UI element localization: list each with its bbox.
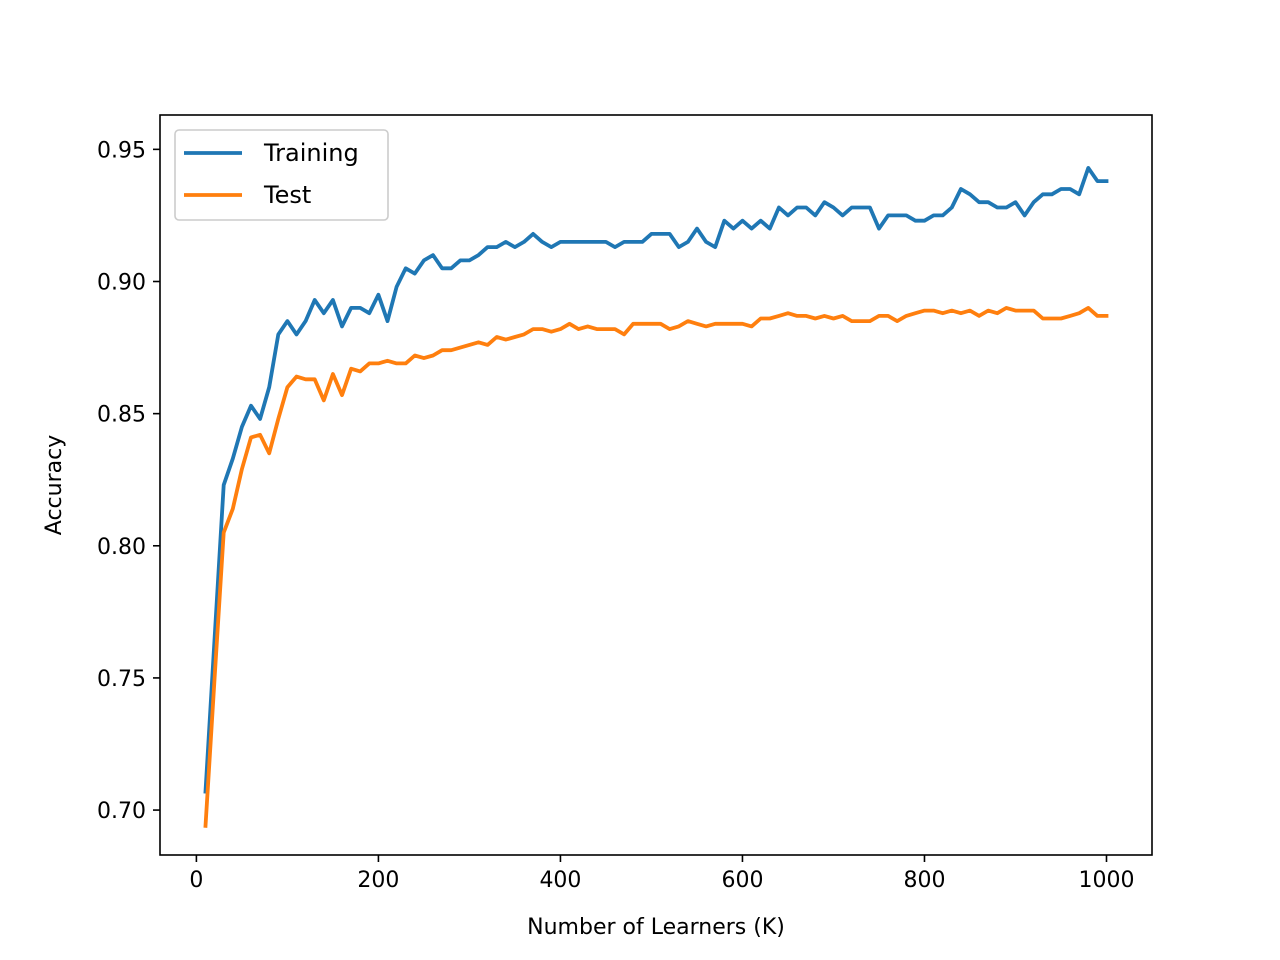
y-tick-label: 0.95	[97, 138, 146, 163]
x-tick-label: 0	[189, 868, 203, 893]
y-tick-label: 0.70	[97, 799, 146, 824]
x-tick-label: 400	[539, 868, 581, 893]
y-axis-label: Accuracy	[42, 435, 67, 535]
legend-label-training: Training	[263, 139, 359, 167]
legend: Training Test	[174, 129, 389, 221]
y-tick-label: 0.90	[97, 271, 146, 296]
series-layer	[203, 165, 1109, 828]
legend-label-test: Test	[263, 181, 311, 209]
y-tick-label: 0.75	[97, 667, 146, 692]
series-line-training	[203, 165, 1109, 794]
plot-frame	[159, 114, 1153, 856]
y-tick-label: 0.80	[97, 535, 146, 560]
x-tick-label: 800	[903, 868, 945, 893]
x-tick-label: 600	[721, 868, 763, 893]
y-tick-label: 0.85	[97, 403, 146, 428]
y-axis: 0.70 0.75 0.80 0.85 0.90 0.95	[97, 138, 160, 824]
x-axis-label: Number of Learners (K)	[527, 915, 785, 940]
x-axis: 0 200 400 600 800 1000	[189, 855, 1134, 893]
series-line-test	[203, 305, 1109, 828]
x-tick-label: 1000	[1078, 868, 1134, 893]
x-tick-label: 200	[357, 868, 399, 893]
